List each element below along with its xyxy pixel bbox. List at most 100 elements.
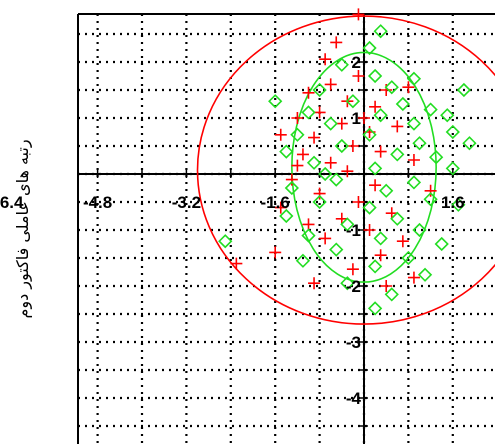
green-diamond-point	[401, 250, 416, 266]
red-plus-point	[269, 246, 282, 259]
x-tick-label: -6.4	[0, 193, 24, 212]
green-diamond-point	[417, 267, 433, 282]
green-diamond-point	[451, 197, 466, 212]
red-plus-point	[330, 36, 343, 49]
red-plus-point	[396, 235, 409, 248]
green-diamond-point	[429, 150, 444, 165]
red-plus-point	[302, 218, 315, 231]
x-tick-label: -1.6	[261, 193, 290, 212]
red-plus-point	[274, 128, 287, 141]
green-diamond-point	[301, 105, 316, 120]
x-tick-label: -3.2	[172, 193, 201, 212]
y-tick-label: -2	[346, 277, 361, 296]
red-plus-point	[274, 201, 287, 214]
green-diamond-point	[334, 57, 349, 72]
red-plus-point	[313, 187, 326, 200]
green-diamond-point	[440, 108, 455, 123]
green-diamond-point	[312, 194, 327, 210]
red-plus-point	[308, 277, 321, 290]
red-plus-point	[335, 212, 348, 225]
green-diamond-point	[268, 94, 283, 109]
green-diamond-point	[390, 147, 405, 162]
green-diamond-point	[412, 136, 427, 151]
green-diamond-point	[329, 172, 344, 187]
green-diamond-point	[318, 166, 333, 182]
green-diamond-point	[445, 124, 460, 140]
green-diamond-point	[390, 211, 405, 226]
red-plus-point	[291, 112, 304, 124]
green-diamond-point	[290, 127, 305, 142]
confidence-ellipses	[196, 15, 495, 325]
green-diamond-point	[434, 236, 449, 252]
y-tick-label: 2	[352, 53, 361, 72]
red-plus-point	[291, 159, 304, 172]
red-plus-point	[407, 271, 420, 284]
green-diamond-point	[323, 116, 338, 131]
green-diamond-point	[384, 80, 399, 95]
green-diamond-point	[306, 155, 322, 170]
red-plus-point	[308, 131, 321, 144]
green-diamond-point	[373, 108, 388, 123]
red-plus-point	[369, 179, 382, 192]
green-diamond-point	[423, 102, 438, 117]
green-diamond-point	[362, 127, 377, 142]
green-diamond-point	[279, 144, 294, 159]
green-diamond-point	[218, 234, 233, 249]
tick-labels: -8-6.4-4.8-3.2-1.61.63.221-1-2-3-4	[0, 53, 465, 408]
green-diamond-point	[312, 82, 327, 98]
green-diamond-point	[367, 301, 383, 316]
red-plus-point	[296, 148, 309, 161]
green-diamond-point	[367, 68, 383, 84]
green-diamond-point	[334, 138, 349, 154]
green-diamond-point	[445, 161, 460, 176]
green-diamond-point	[284, 180, 299, 196]
red-plus-point	[352, 70, 365, 82]
y-tick-label: 1	[352, 109, 361, 128]
green-diamond-point	[367, 161, 383, 176]
red-plus-point	[385, 207, 398, 220]
red-plus-point	[302, 86, 315, 99]
red-plus-point	[324, 156, 337, 169]
red-plus-point	[319, 232, 332, 245]
green-confidence-ellipse	[291, 51, 437, 283]
red-plus-point	[380, 280, 393, 292]
red-plus-point	[407, 154, 420, 166]
green-diamond-point	[406, 175, 422, 190]
green-diamond-point	[406, 71, 422, 86]
red-plus-point	[230, 257, 243, 270]
red-plus-point	[358, 112, 370, 124]
red-plus-point	[374, 249, 387, 262]
green-diamond-point	[462, 136, 477, 151]
red-plus-point	[346, 263, 359, 276]
green-diamond-point	[367, 259, 383, 274]
red-confidence-ellipse	[196, 15, 495, 325]
red-plus-point	[319, 53, 332, 66]
red-plus-point	[391, 120, 404, 133]
green-diamond-point	[395, 96, 410, 112]
y-tick-label: -1	[346, 221, 361, 240]
green-diamond-point	[384, 287, 399, 302]
green-diamond-point	[412, 222, 427, 238]
red-plus-point	[324, 78, 337, 91]
green-diamond-point	[379, 183, 394, 198]
axes	[77, 13, 495, 444]
red-plus-point	[341, 165, 354, 178]
red-plus-point	[363, 224, 376, 236]
green-diamond-point	[295, 253, 311, 268]
red-plus-point	[424, 184, 437, 197]
green-diamond-point	[340, 217, 355, 232]
green-diamond-point	[301, 228, 316, 243]
y-tick-label: -4	[346, 389, 362, 408]
green-diamond-point	[329, 242, 344, 257]
plot-area	[78, 14, 495, 444]
red-plus-point	[352, 196, 365, 208]
green-diamond-point	[279, 208, 294, 224]
x-tick-label: 1.6	[441, 193, 465, 212]
y-axis-label: رتبه های عاملی فاکتور دوم	[13, 139, 33, 318]
green-diamond-point	[456, 82, 472, 98]
green-diamond-point	[345, 94, 361, 109]
red-plus-point	[285, 173, 298, 186]
green-diamond-point	[340, 276, 355, 291]
green-diamond-point	[373, 231, 388, 246]
